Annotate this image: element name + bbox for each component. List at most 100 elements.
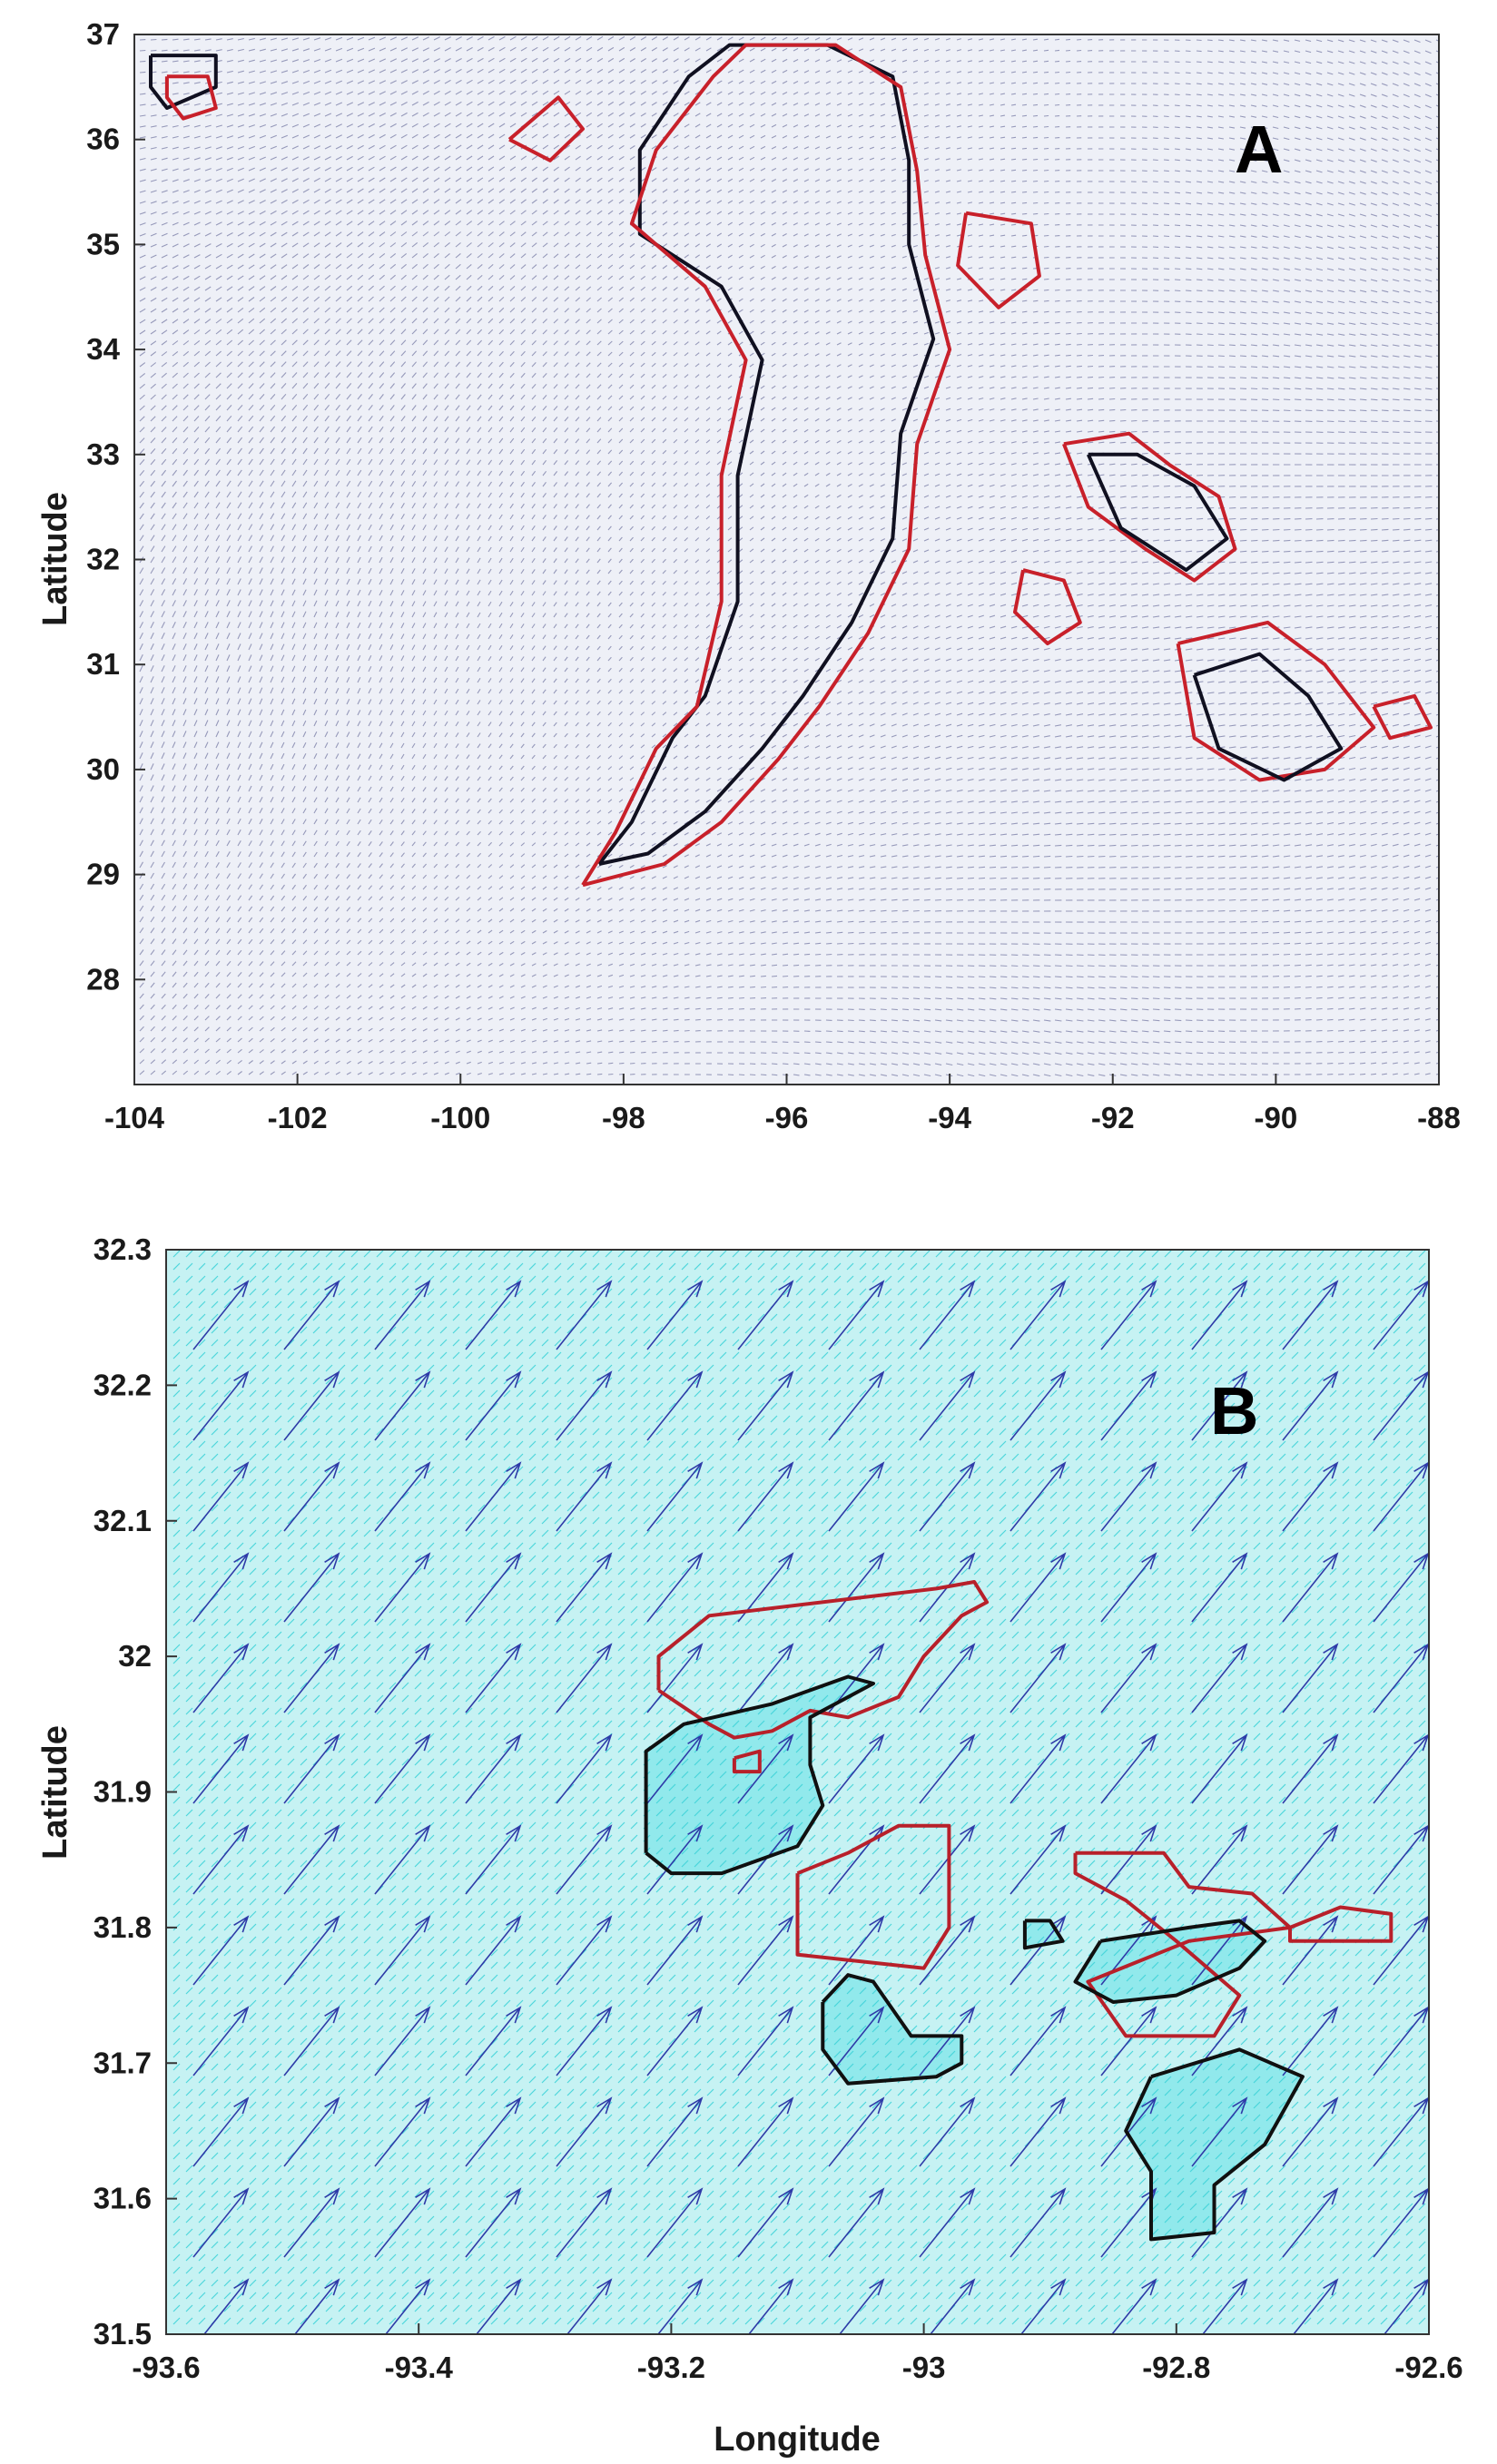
wind-vector-arrow xyxy=(1009,1280,1067,1350)
wind-vector-arrow xyxy=(828,1461,885,1532)
panel-a-red-contour xyxy=(1176,620,1376,782)
wind-vector-arrow xyxy=(1282,1370,1339,1441)
panel-a-red-contour xyxy=(956,211,1041,309)
wind-vector-arrow xyxy=(1292,2278,1339,2334)
wind-vector-arrow xyxy=(1100,1461,1157,1532)
wind-vector-arrow xyxy=(646,1280,704,1350)
wind-vector-arrow xyxy=(1009,1461,1067,1532)
wind-vector-arrow xyxy=(374,1280,431,1350)
wind-vector-arrow xyxy=(465,2096,522,2167)
wind-vector-arrow xyxy=(192,1643,250,1713)
wind-vector-arrow xyxy=(1282,1280,1339,1350)
wind-vector-arrow xyxy=(1100,1280,1157,1350)
wind-vector-arrow xyxy=(919,1370,976,1441)
wind-vector-arrow xyxy=(1100,1824,1157,1895)
wind-vector-arrow xyxy=(192,1915,250,1986)
wind-vector-arrow xyxy=(828,2096,885,2167)
y-tick-label: 29 xyxy=(86,858,120,891)
wind-vector-arrow xyxy=(293,2278,340,2334)
wind-vector-arrow xyxy=(646,2096,704,2167)
wind-vector-arrow xyxy=(192,1461,250,1532)
y-tick-label: 32.1 xyxy=(94,1504,152,1537)
panel-a-plot-background xyxy=(134,34,1439,1085)
panel-a: -104 -102 -100 -98 -96 -94 -92 -90 -88 28 29 30 31 3… xyxy=(36,17,1461,1134)
wind-vector-arrow xyxy=(646,2006,704,2076)
wind-vector-arrow xyxy=(1201,2278,1248,2334)
wind-vector-arrow xyxy=(737,2187,794,2258)
wind-vector-arrow xyxy=(828,1915,885,1986)
panel-a-black-contour xyxy=(1192,652,1344,782)
wind-vector-arrow xyxy=(283,1461,340,1532)
panel-b-black-contour xyxy=(1022,1919,1065,1950)
wind-vector-arrow xyxy=(1009,1824,1067,1895)
wind-vector-arrow xyxy=(192,1370,250,1441)
wind-vector-arrow xyxy=(828,1552,885,1623)
wind-vector-arrow xyxy=(192,1552,250,1623)
wind-vector-arrow xyxy=(374,2187,431,2258)
wind-vector-arrow xyxy=(1009,1552,1067,1623)
wind-vector-arrow xyxy=(828,1733,885,1804)
x-tick-label: -92.8 xyxy=(1142,2351,1210,2384)
y-tick-label: 31.9 xyxy=(94,1775,152,1809)
y-tick-label: 32.3 xyxy=(94,1232,152,1266)
x-tick-label: -104 xyxy=(104,1101,165,1134)
panel-a-red-contour xyxy=(1013,568,1082,646)
wind-vector-arrow xyxy=(192,2187,250,2258)
wind-vector-arrow xyxy=(465,1733,522,1804)
wind-vector-arrow xyxy=(1191,2187,1248,2258)
wind-vector-arrow xyxy=(566,2278,613,2334)
wind-vector-arrow xyxy=(465,1461,522,1532)
y-tick-label: 33 xyxy=(86,437,120,471)
wind-vector-arrow xyxy=(465,1915,522,1986)
wind-vector-arrow xyxy=(646,1552,704,1623)
wind-vector-arrow xyxy=(465,2187,522,2258)
wind-vector-arrow xyxy=(1282,2006,1339,2076)
panel-b-red-contour xyxy=(795,1823,951,1970)
wind-vector-arrow xyxy=(1100,1643,1157,1713)
wind-vector-arrow xyxy=(465,2006,522,2076)
wind-vector-arrow xyxy=(192,1824,250,1895)
panel-a-black-contour xyxy=(1086,452,1229,573)
wind-vector-arrow xyxy=(283,2006,340,2076)
wind-vector-arrow xyxy=(646,1461,704,1532)
wind-vector-arrow xyxy=(737,1643,794,1713)
wind-vector-arrow xyxy=(737,2096,794,2167)
wind-vector-arrow xyxy=(1100,1733,1157,1804)
y-tick-label: 32 xyxy=(118,1639,152,1673)
wind-vector-arrow xyxy=(192,2006,250,2076)
y-tick-label: 28 xyxy=(86,962,120,996)
x-tick-label: -88 xyxy=(1417,1101,1461,1134)
panel-b-black-contour xyxy=(821,1973,964,2086)
wind-vector-arrow xyxy=(1191,1461,1248,1532)
wind-vector-arrow xyxy=(556,2006,613,2076)
wind-vector-arrow xyxy=(465,1370,522,1441)
wind-vector-arrow xyxy=(1282,1461,1339,1532)
wind-vector-arrow xyxy=(1009,2006,1067,2076)
wind-vector-arrow xyxy=(1282,2096,1339,2167)
wind-vector-arrow xyxy=(283,1280,340,1350)
panel-b-fine-vector-field xyxy=(172,1250,1426,2325)
panel-b-x-axis: -93.6 -93.4 -93.2 -93 -92.8 -92.6 xyxy=(132,2323,1463,2384)
x-tick-label: -94 xyxy=(928,1101,971,1134)
panel-b-y-axis-title: Latitude xyxy=(36,1725,74,1860)
wind-vector-arrow xyxy=(919,1733,976,1804)
y-tick-label: 34 xyxy=(86,332,120,366)
wind-vector-arrow xyxy=(1191,2006,1248,2076)
wind-vector-arrow xyxy=(283,1370,340,1441)
wind-vector-arrow xyxy=(646,1824,704,1895)
wind-vector-arrow xyxy=(283,1733,340,1804)
wind-vector-arrow xyxy=(1191,1824,1248,1895)
y-tick-label: 31 xyxy=(86,647,120,681)
panel-a-contours xyxy=(149,43,1433,888)
wind-vector-arrow xyxy=(556,1824,613,1895)
wind-vector-arrow xyxy=(556,1461,613,1532)
wind-vector-arrow xyxy=(374,2096,431,2167)
panel-b-red-contour xyxy=(656,1580,990,1740)
wind-vector-arrow xyxy=(192,1733,250,1804)
y-tick-label: 30 xyxy=(86,752,120,786)
y-tick-label: 35 xyxy=(86,227,120,260)
panel-b-y-axis: 31.5 31.6 31.7 31.8 31.9 32 32.1 32.2 32.3 xyxy=(94,1232,177,2351)
panel-b: -93.6 -93.4 -93.2 -93 -92.8 -92.6 31.531.631.… xyxy=(36,1232,1463,2459)
wind-vector-arrow xyxy=(1282,2187,1339,2258)
wind-vector-arrow xyxy=(919,2006,976,2076)
